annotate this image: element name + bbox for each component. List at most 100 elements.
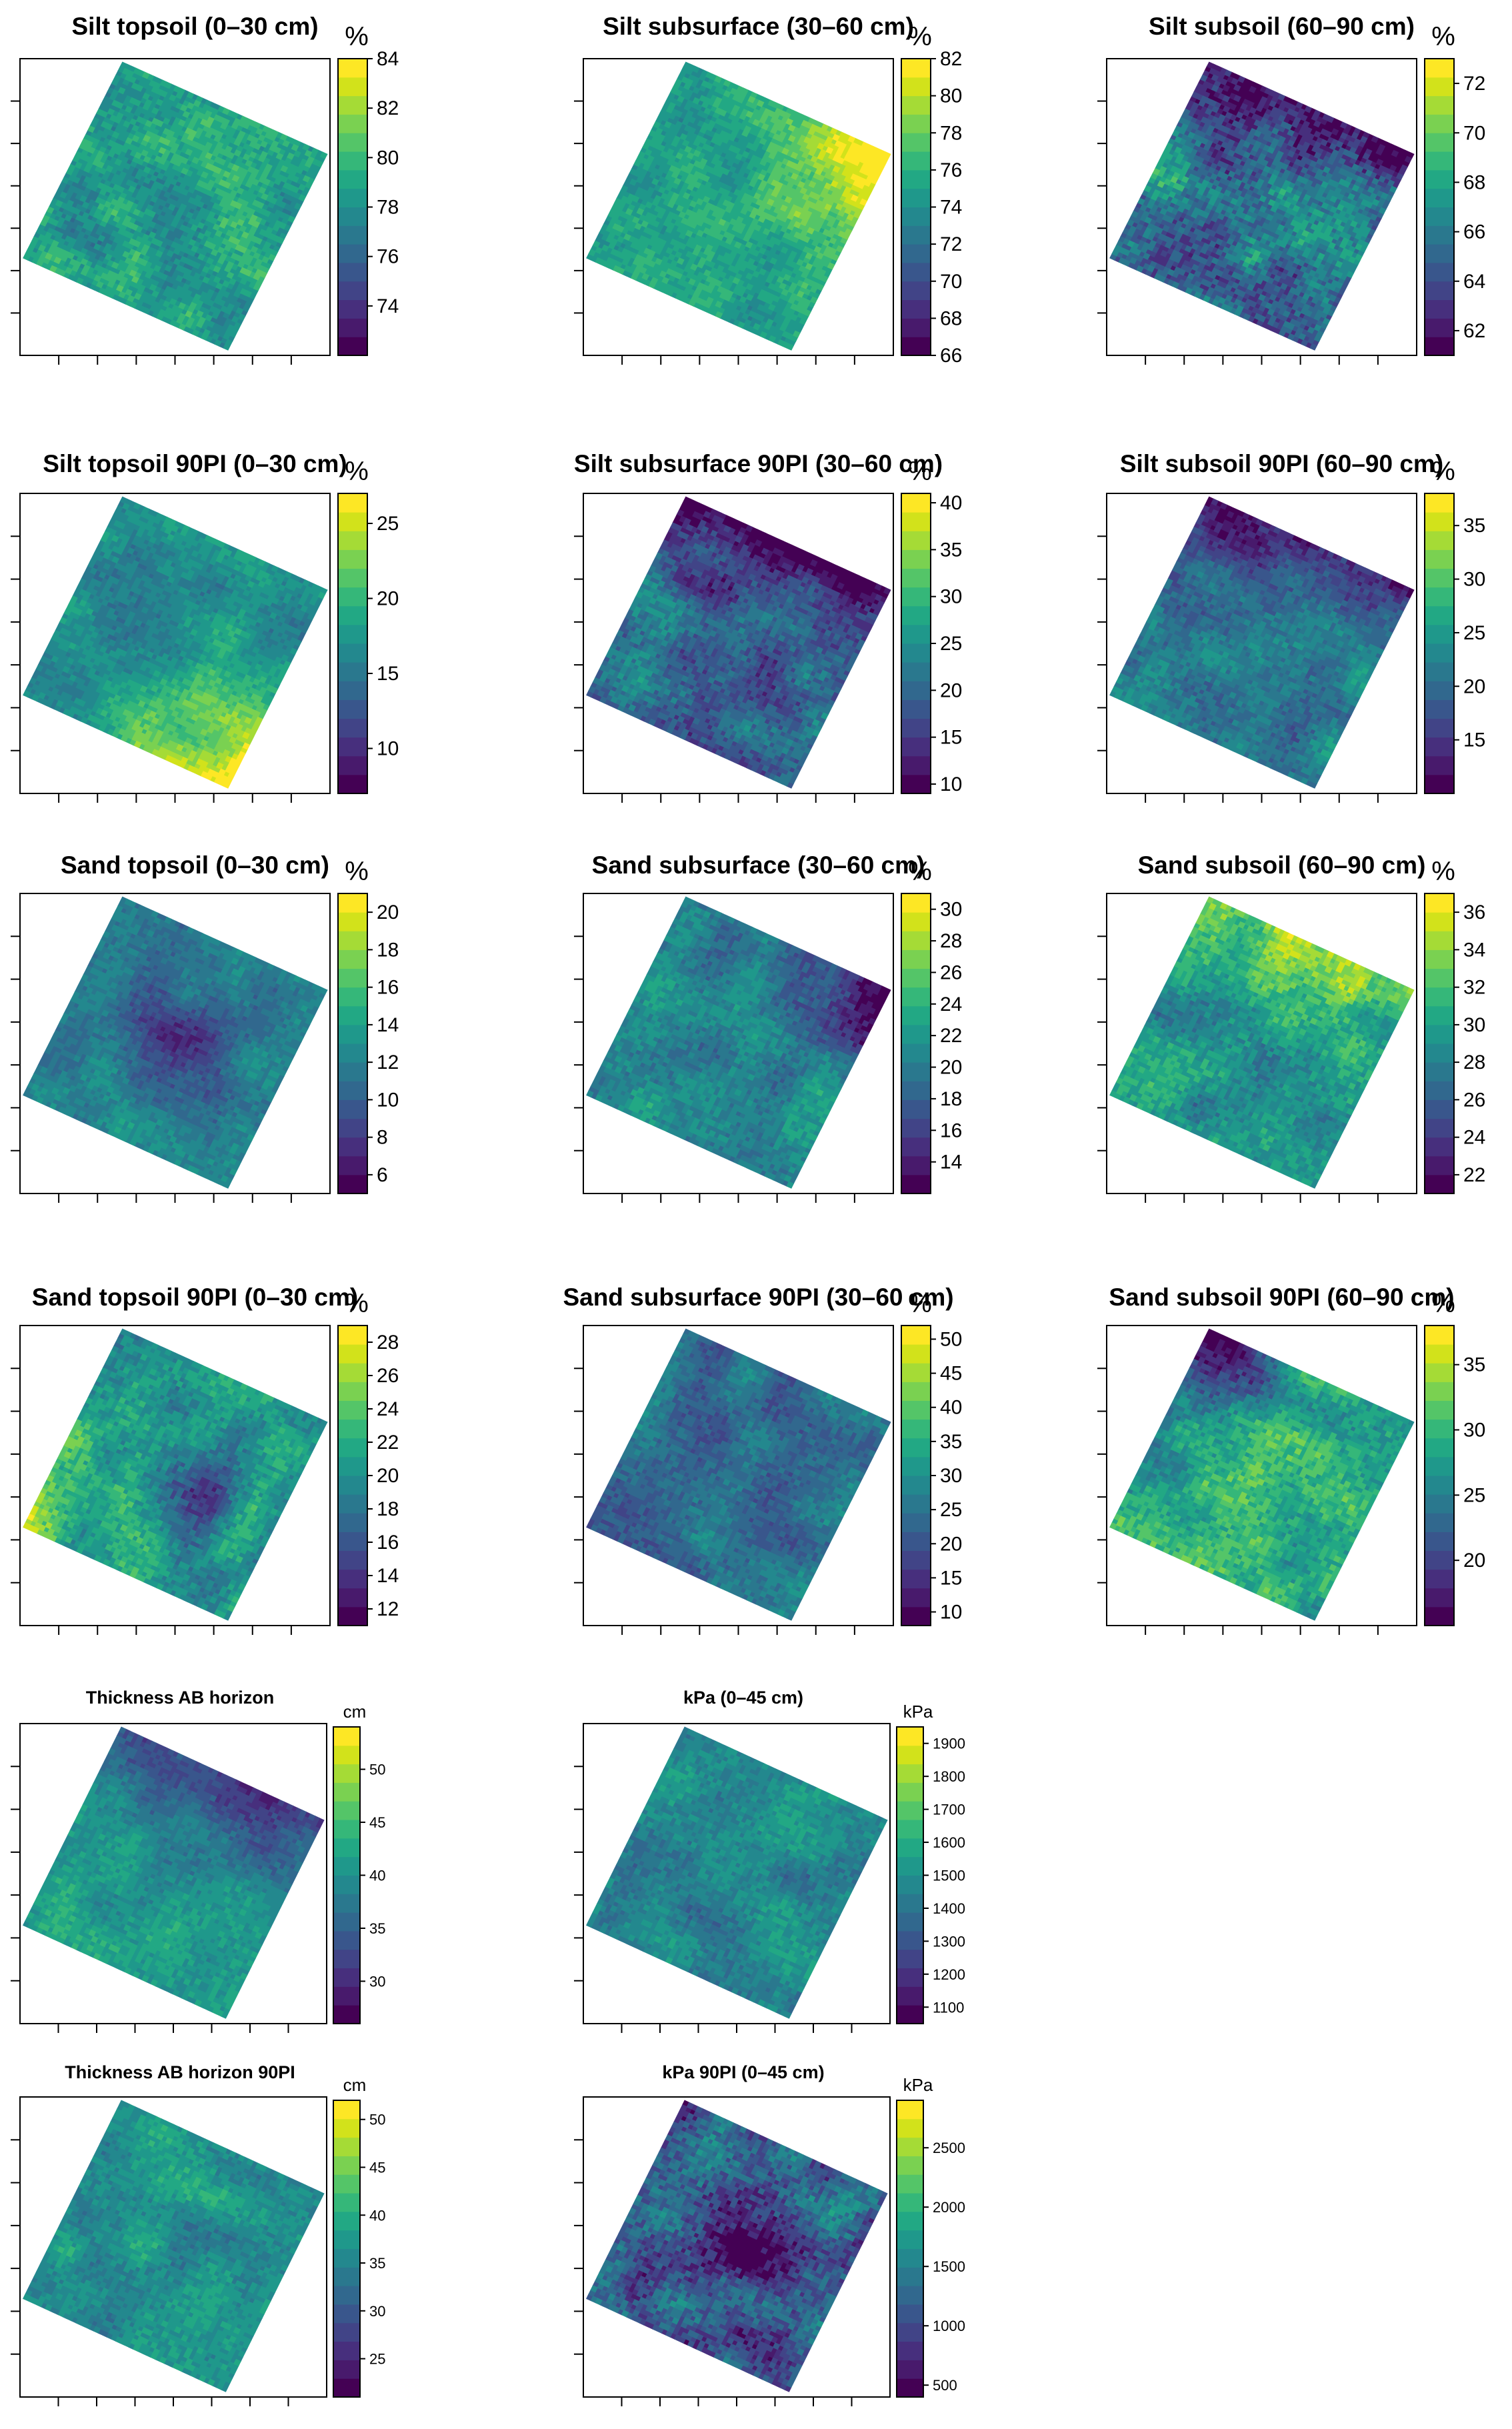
raster-cells	[588, 543, 865, 785]
colorbar-segment	[897, 1968, 923, 1987]
colorbar-segment	[897, 2304, 923, 2324]
raster-cells	[23, 896, 326, 1181]
colorbar-segment	[1425, 662, 1454, 681]
map-panel: Sand subsoil (60–90 cm) % 36 34 32 30 28 26 24 22	[1097, 851, 1485, 1203]
colorbar-tick-label: 20	[377, 1465, 399, 1487]
raster-field	[1109, 496, 1415, 789]
raster-field	[23, 1328, 328, 1621]
raster-cells	[63, 1328, 328, 1621]
colorbar-segment	[897, 1801, 923, 1820]
colorbar-segment	[333, 1856, 360, 1876]
colorbar-tick-label: 25	[369, 2351, 385, 2368]
colorbar-segment	[1425, 1532, 1454, 1551]
colorbar-segment	[1425, 1043, 1454, 1063]
colorbar-segment	[901, 1099, 931, 1119]
raster-field	[1109, 896, 1415, 1189]
raster-cells	[821, 969, 870, 1045]
colorbar-segment	[338, 337, 367, 356]
colorbar-tick-label: 26	[1463, 1089, 1485, 1111]
colorbar-segment	[897, 2137, 923, 2156]
colorbar-tick-label: 40	[940, 1397, 962, 1419]
raster-cells	[1152, 168, 1179, 188]
colorbar-segment	[901, 587, 931, 607]
raster-cells	[1195, 1344, 1266, 1386]
colorbar-segment	[338, 59, 367, 78]
raster-cells	[590, 900, 855, 1185]
colorbar-segment	[897, 2174, 923, 2194]
raster-cells	[595, 67, 787, 343]
colorbar-segment	[1425, 1155, 1454, 1175]
colorbar-segment	[1425, 1137, 1454, 1157]
panel-title: Silt subsoil (60–90 cm)	[1149, 13, 1415, 40]
colorbar-segment	[338, 1062, 367, 1081]
raster-cells	[37, 902, 301, 1149]
colorbar-segment	[901, 1062, 931, 1081]
colorbar: % 84 82 80 78 76 74	[337, 22, 399, 356]
colorbar-segment	[338, 1476, 367, 1495]
colorbar-segment	[1425, 1118, 1454, 1138]
raster-cells	[1111, 936, 1399, 1183]
colorbar-unit: %	[908, 1289, 932, 1318]
colorbar-segment	[338, 1419, 367, 1439]
colorbar-segment	[901, 1024, 931, 1044]
colorbar-segment	[338, 1550, 367, 1570]
colorbar-tick-label: 1500	[933, 1868, 965, 1884]
colorbar-segment	[897, 1820, 923, 1839]
colorbar-tick-label: 26	[377, 1365, 399, 1387]
colorbar-tick-label: 45	[940, 1363, 962, 1385]
raster-field	[23, 496, 328, 789]
raster-cells	[1147, 898, 1411, 1089]
colorbar-segment	[333, 2341, 360, 2360]
colorbar-segment	[901, 1363, 931, 1382]
raster-cells	[37, 1419, 259, 1579]
colorbar-segment	[1425, 1513, 1454, 1532]
colorbar-tick-label: 76	[377, 246, 399, 268]
colorbar-tick-label: 72	[940, 233, 962, 255]
raster-cells	[1109, 571, 1385, 785]
colorbar-tick-label: 1900	[933, 1736, 965, 1752]
colorbar-segment	[901, 1174, 931, 1194]
raster-cells	[588, 2112, 883, 2388]
colorbar-tick-label: 30	[1463, 569, 1485, 591]
colorbar-segment	[1425, 549, 1454, 569]
colorbar-segment	[338, 549, 367, 569]
raster-cells	[1111, 1365, 1406, 1613]
colorbar-tick-label: 16	[377, 1532, 399, 1554]
raster-cells	[137, 1014, 218, 1069]
colorbar-tick-label: 30	[1463, 1014, 1485, 1036]
colorbar-segment	[1425, 624, 1454, 644]
colorbar-segment	[338, 1382, 367, 1401]
colorbar-tick-label: 1300	[933, 1933, 965, 1950]
colorbar-tick-label: 68	[940, 307, 962, 329]
colorbar-segment	[338, 1118, 367, 1138]
raster-cells	[53, 2114, 303, 2386]
raster-cells	[27, 61, 326, 351]
colorbar-segment	[1425, 1419, 1454, 1439]
colorbar-segment	[1425, 987, 1454, 1007]
colorbar-tick-label: 30	[940, 1465, 962, 1487]
colorbar-segment	[333, 2156, 360, 2175]
colorbar: % 28 26 24 22 20 18 16 14 12	[337, 1289, 399, 1626]
colorbar-tick-label: 74	[940, 197, 962, 219]
colorbar-tick-label: 8	[377, 1127, 388, 1149]
colorbar-tick-label: 68	[1463, 171, 1485, 193]
colorbar-segment	[333, 2100, 360, 2120]
colorbar-segment	[1425, 1081, 1454, 1100]
colorbar-segment	[1425, 207, 1454, 226]
colorbar-segment	[901, 1569, 931, 1589]
colorbar-tick-label: 14	[377, 1014, 399, 1036]
colorbar-segment	[338, 1438, 367, 1458]
colorbar-segment	[901, 1550, 931, 1570]
colorbar-segment	[901, 1081, 931, 1100]
colorbar-segment	[338, 893, 367, 913]
colorbar-tick-label: 28	[1463, 1051, 1485, 1073]
colorbar-tick-label: 82	[940, 48, 962, 70]
colorbar-tick-label: 36	[1463, 901, 1485, 923]
colorbar-tick-label: 20	[940, 1057, 962, 1079]
raster-cells	[1109, 108, 1395, 341]
colorbar-segment	[338, 77, 367, 97]
raster-cells	[99, 1726, 316, 1894]
colorbar-tick-label: 78	[377, 197, 399, 219]
colorbar-unit: %	[908, 457, 932, 486]
